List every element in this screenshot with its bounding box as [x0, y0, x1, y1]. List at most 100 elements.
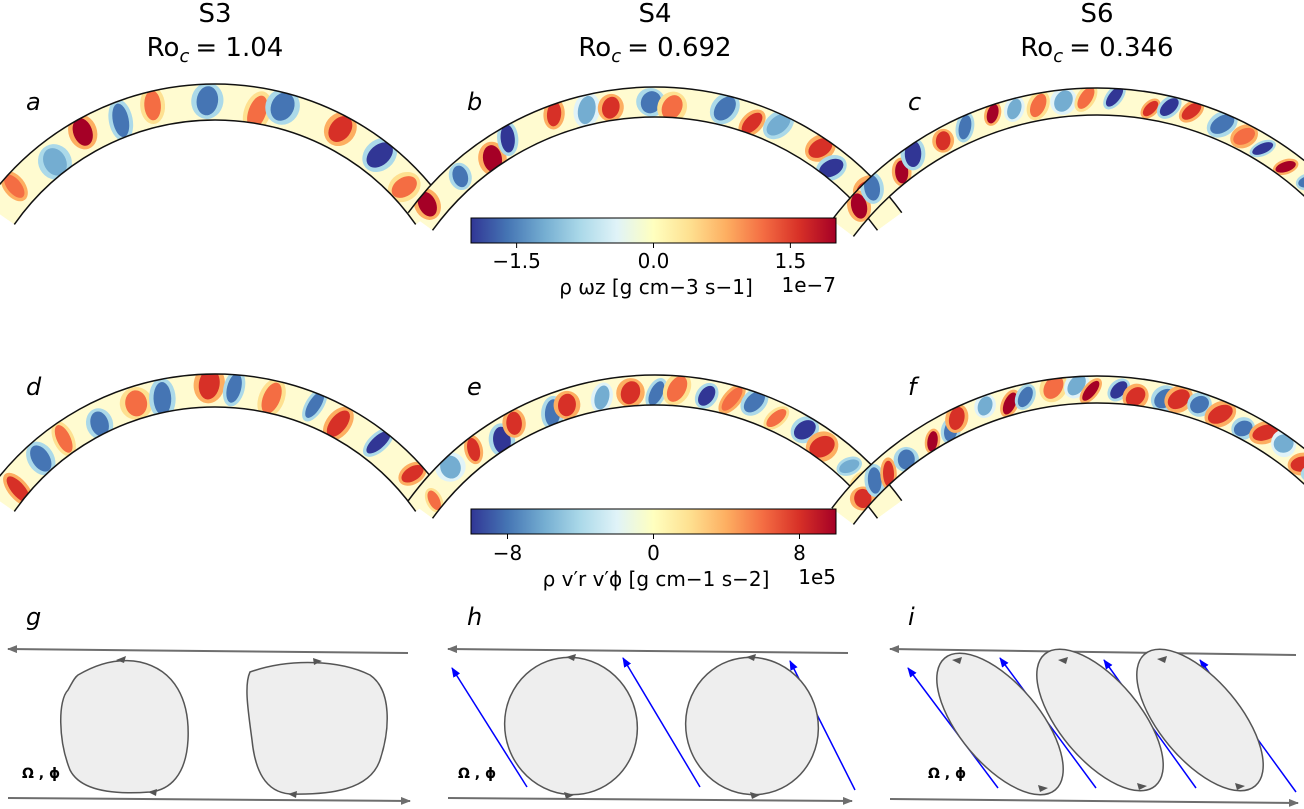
eddy [503, 656, 639, 796]
vortex-core [305, 391, 325, 418]
colorbar-tick-label: −8 [493, 541, 522, 565]
vorticity-field-panel-a [0, 83, 446, 225]
vortex-core [1252, 142, 1274, 155]
vortex-core [1181, 102, 1202, 120]
vortex-core [867, 467, 882, 494]
schematic-panel-h: Ω , ϕ [447, 645, 856, 805]
vortex-core [506, 411, 522, 435]
panel-letter-i: i [908, 603, 915, 631]
vortex-core [854, 488, 872, 509]
outer-boundary [0, 83, 446, 205]
vortex-core [1017, 386, 1033, 408]
vortex-core [793, 420, 816, 440]
vortex-core [1275, 161, 1296, 173]
vortex-core [666, 375, 688, 402]
colorbar-scale: 1e−7 [781, 273, 836, 297]
schematic-panel-g: Ω , ϕ [7, 645, 411, 805]
vortex-core [743, 391, 765, 413]
rotation-axis-label: Ω , ϕ [458, 766, 496, 782]
vortex-core [1207, 404, 1233, 424]
colorbar-gradient [470, 217, 837, 244]
eddy-arrowhead [750, 792, 760, 799]
vortex-core [948, 406, 965, 430]
eddy-arrowhead [1235, 783, 1245, 790]
eddy-arrowhead [148, 789, 157, 796]
eddy-arrowhead [288, 791, 297, 798]
vortex-core [326, 410, 350, 437]
vortex-core [43, 148, 67, 176]
vortex-core [1290, 456, 1304, 472]
vortex-core [601, 96, 620, 119]
eddy [684, 656, 820, 796]
vorticity-field-panel-b [407, 86, 903, 231]
vortex-core [1082, 380, 1100, 401]
outer-boundary [831, 87, 1304, 221]
colorbar-label: ρ ωz [g cm−3 s−1] [559, 275, 753, 299]
schematic-panel-i: Ω , ϕ [889, 645, 1299, 807]
rossby-number: Roc = 0.692 [578, 33, 731, 67]
inner-boundary [431, 404, 879, 519]
eddy [60, 659, 189, 794]
colorbar-scale: 1e5 [798, 565, 836, 589]
colorbar-tick-label: 1.5 [774, 249, 806, 273]
vorticity-field-panel-c [831, 87, 1304, 237]
vortex-core [30, 445, 52, 472]
vortex-core [713, 96, 736, 121]
vortex-core [958, 115, 972, 140]
vortex-core [620, 381, 641, 405]
colorbar-gradient [470, 508, 837, 535]
vortex-core [226, 374, 242, 403]
vortex-core [467, 438, 481, 462]
vortex-core [897, 449, 915, 470]
vortex-core [366, 142, 393, 168]
eddy [1036, 648, 1164, 792]
vortex-core [391, 176, 417, 198]
vortex-core [54, 425, 73, 453]
vortex-core [366, 430, 391, 454]
vortex-core [1142, 100, 1159, 117]
eddy-arrowhead [116, 656, 126, 663]
eddy-arrowhead [952, 657, 962, 664]
vortex-core [270, 92, 295, 121]
top-flow-arrow [889, 645, 1297, 656]
panel-letter-h: h [467, 603, 482, 631]
vortex-core [1125, 387, 1146, 407]
colorbar-ticks: −8 0 8 [493, 534, 806, 565]
vortex-core [125, 390, 148, 417]
panel-letter-c: c [908, 88, 921, 116]
outer-boundary [0, 373, 444, 493]
vortex-core [1043, 376, 1064, 399]
eddy-arrowhead [1157, 656, 1167, 663]
sim-name: S6 [1080, 0, 1113, 29]
vortex-core [721, 387, 743, 411]
eddy-arrowhead [1137, 783, 1147, 790]
vortex-core [1167, 389, 1190, 410]
vortex-core [698, 385, 716, 406]
vortex-core [594, 385, 610, 410]
vortex-core [986, 104, 999, 124]
eddy-arrowhead [564, 792, 574, 799]
top-flow-arrow [7, 645, 409, 654]
vortex-core [1077, 88, 1095, 109]
eddy [1136, 648, 1264, 792]
colorbar-label: ρ v′r v′ϕ [g cm−1 s−2] [543, 567, 770, 591]
vortex-core [935, 131, 951, 151]
panel-letter-d: d [26, 373, 42, 401]
eddy [936, 652, 1064, 796]
vortex-core [546, 101, 562, 127]
vortex-core [927, 431, 938, 452]
vortex-core [839, 459, 860, 474]
inner-boundary [431, 116, 879, 231]
inner-boundary [852, 402, 1304, 525]
outer-boundary [407, 374, 903, 502]
vortex-core [883, 460, 895, 487]
vortex-core [6, 476, 31, 503]
vortex-core [640, 91, 662, 114]
vortex-core [557, 393, 576, 417]
panel-letter-g: g [26, 603, 41, 631]
vortex-core [1298, 175, 1304, 188]
tilt-arrow [622, 657, 701, 788]
reynolds-stress-panel-e [407, 374, 903, 519]
vortex-core [741, 112, 763, 134]
